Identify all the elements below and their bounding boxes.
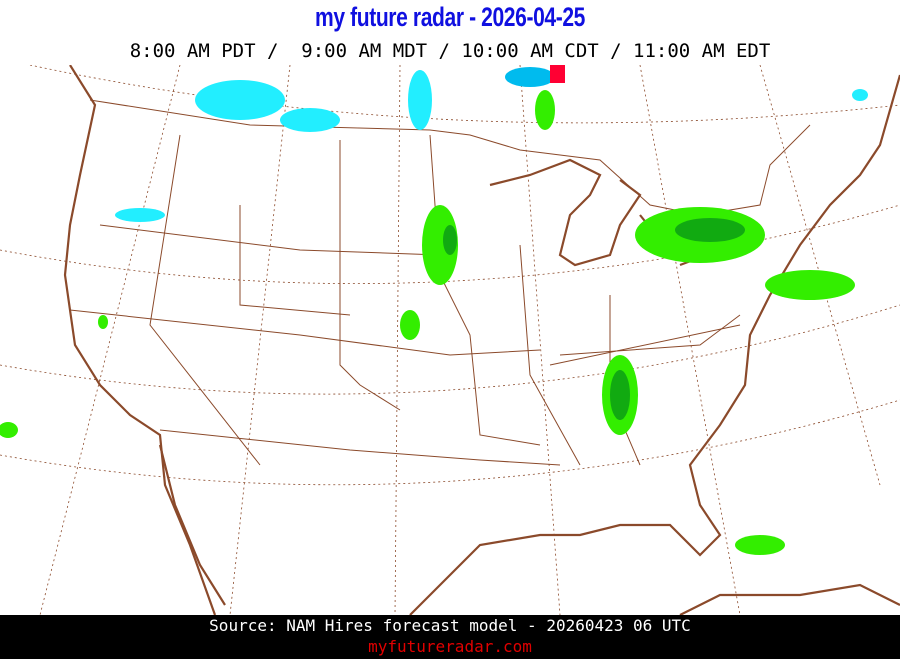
state-line <box>239 205 351 316</box>
snow-areas <box>115 67 868 222</box>
source-text: Source: NAM Hires forecast model - 20260… <box>209 616 691 635</box>
gridline <box>0 304 900 395</box>
precip-cell <box>550 65 565 83</box>
state-line <box>149 134 261 466</box>
state-line <box>159 429 561 466</box>
gridline <box>519 65 561 615</box>
west-coast <box>63 65 217 615</box>
precip-cell <box>0 422 18 438</box>
state-line <box>559 314 741 356</box>
canada-border <box>89 99 811 216</box>
gulf-and-east-coast <box>409 74 900 615</box>
precip-cell <box>422 205 458 285</box>
radar-map <box>0 65 900 615</box>
precip-cell <box>98 315 108 329</box>
precip-cell <box>443 225 457 255</box>
precip-cell <box>765 270 855 300</box>
state-line <box>339 140 401 411</box>
precip-cell <box>280 108 340 132</box>
precip-cell <box>675 218 745 242</box>
precip-cell <box>195 80 285 120</box>
gridline <box>39 65 181 615</box>
page-title: my future radar - 2026-04-25 <box>314 2 586 32</box>
precip-cell <box>408 70 432 130</box>
gridline <box>639 65 741 615</box>
valid-times: 8:00 AM PDT / 9:00 AM MDT / 10:00 AM CDT… <box>129 40 771 62</box>
gridline <box>0 399 900 486</box>
precip-cell <box>535 90 555 130</box>
state-line <box>99 224 441 256</box>
state-line <box>519 244 581 466</box>
caribbean <box>679 583 900 615</box>
precip-cell <box>735 535 785 555</box>
precipitation <box>0 65 868 555</box>
precip-cell <box>400 310 420 340</box>
baja <box>158 444 226 606</box>
gridline <box>29 65 900 124</box>
state-line <box>549 324 741 366</box>
precip-cell <box>852 89 868 101</box>
rain-areas <box>0 90 855 555</box>
precip-cell <box>115 208 165 222</box>
state-borders <box>69 99 811 466</box>
moderate-rain-areas <box>443 218 745 420</box>
precip-cell <box>505 67 555 87</box>
site-link[interactable]: myfutureradar.com <box>368 637 532 656</box>
precip-cell <box>610 370 630 420</box>
gridline <box>229 65 291 615</box>
footer: Source: NAM Hires forecast model - 20260… <box>0 615 900 659</box>
lat-lon-gridlines <box>0 65 900 615</box>
state-line <box>69 309 541 356</box>
gridline <box>394 65 401 615</box>
